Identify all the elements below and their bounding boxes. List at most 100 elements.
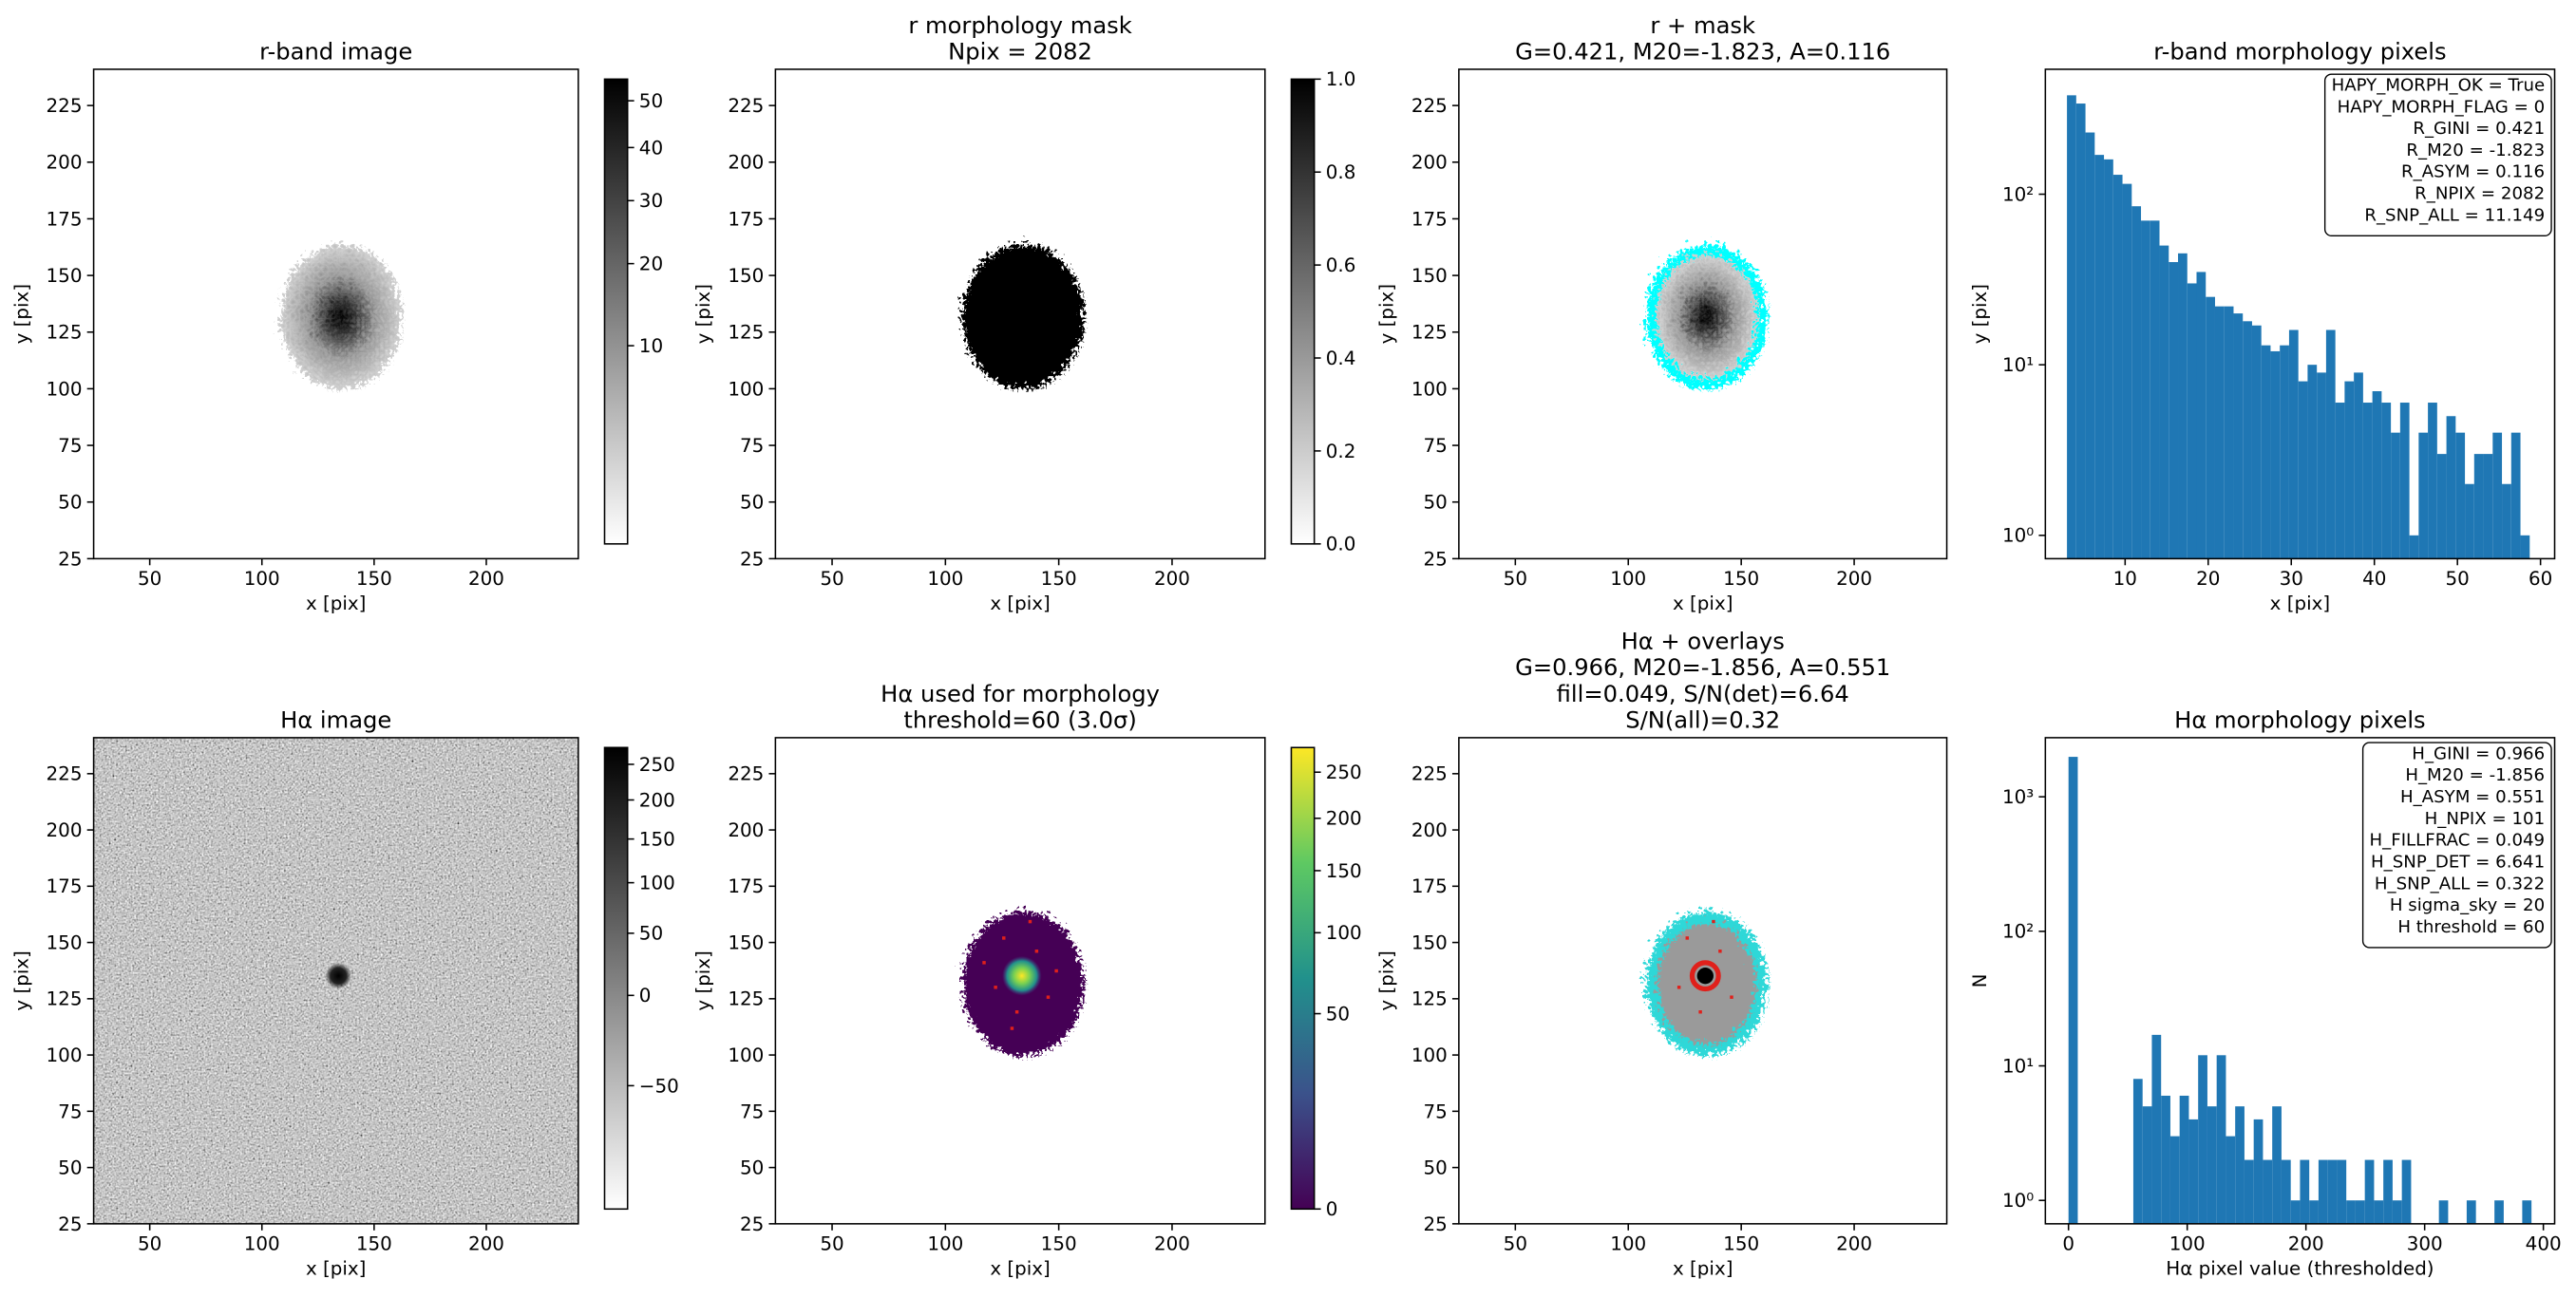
axes-frame [92,68,579,560]
y-tick-label: 175 [1411,208,1448,230]
y-tick-label: 50 [58,1157,82,1179]
bar [2280,345,2289,559]
y-tick-label: 150 [47,265,83,287]
bar [2224,306,2234,559]
bar [2288,329,2299,559]
x-axis-label: x [pix] [990,1257,1051,1279]
bar [2428,403,2437,559]
bar [2317,372,2326,559]
bar [2438,1200,2449,1224]
y-tick-label: 175 [47,875,83,897]
x-tick-label: 100 [2169,1233,2206,1255]
y-tick-label: 50 [740,492,764,514]
bar [2112,175,2123,559]
colorbar [603,78,629,545]
axes-frame [774,737,1266,1225]
mask-blob [957,239,1080,386]
x-tick-label: 100 [1610,1233,1646,1255]
bar [2263,1159,2273,1224]
y-tick-label: 100 [47,378,83,400]
bar [2196,272,2207,559]
y-tick-label: 100 [728,1044,764,1066]
annotation: H_ASYM = 0.551 [2400,787,2545,807]
colorbar-tick-label: 250 [1326,762,1362,783]
colorbar-tick-label: 0.4 [1326,348,1356,369]
bar [2309,1200,2319,1224]
bar [2298,381,2308,559]
bar [2327,1159,2338,1224]
bar [2483,454,2493,559]
annotation: HAPY_MORPH_OK = True [2332,75,2546,95]
colorbar-tick-label: 1.0 [1326,68,1356,90]
x-tick-label: 150 [356,568,392,590]
bar [2141,220,2150,559]
annotation-box [2323,73,2552,237]
bar [2344,381,2355,559]
annotation: H_GINI = 0.966 [2412,743,2545,763]
chart-title: r morphology mask [908,12,1131,39]
bar [2381,403,2392,559]
bar [2354,372,2363,559]
y-tick-label: 50 [740,1157,764,1179]
annotation-box [2361,742,2552,949]
bar [2235,1106,2245,1224]
y-tick-label: 125 [728,322,764,344]
y-tick-label: 100 [728,378,764,400]
bar [2466,1200,2476,1224]
annotation: HAPY_MORPH_FLAG = 0 [2338,97,2546,117]
chart-title: G=0.966, M20=-1.856, A=0.551 [1515,654,1890,681]
x-tick-label: 200 [468,568,504,590]
x-axis-label: x [pix] [1673,593,1733,614]
bar [2325,329,2336,559]
x-tick-label: 30 [2280,568,2303,590]
bar [2261,345,2271,559]
y-tick-label: 100 [47,1044,83,1066]
y-tick-label: 25 [58,548,82,570]
chart-title: Npix = 2082 [948,39,1092,66]
chart-title: fill=0.049, S/N(det)=6.64 [1557,681,1849,707]
y-tick-label: 100 [1411,1044,1448,1066]
bar [2179,1095,2189,1224]
bar [2473,454,2484,559]
x-tick-label: 100 [244,568,280,590]
bar [2169,262,2179,559]
annotation: R_GINI = 0.421 [2413,119,2545,139]
bar [2492,432,2503,559]
annotation: H sigma_sky = 20 [2390,895,2545,915]
y-tick-label: 75 [1423,1100,1447,1122]
y-axis-label: y [pix] [1376,950,1398,1011]
bar [2502,483,2511,559]
bar [2374,1200,2384,1224]
bar [2455,432,2466,559]
x-tick-label: 100 [927,1233,963,1255]
y-tick-label: 75 [58,435,82,457]
bar [2436,454,2447,559]
x-tick-label: 200 [2288,1233,2324,1255]
y-axis-label: N [1969,973,1991,988]
y-tick-label: 175 [1411,875,1448,897]
bar [2150,220,2160,559]
y-tick-label: 200 [1411,152,1448,174]
y-tick-label: 200 [47,819,83,841]
y-tick-label: 225 [728,763,764,785]
x-tick-label: 20 [2196,568,2220,590]
x-tick-label: 50 [820,1233,843,1255]
x-tick-label: 50 [820,568,843,590]
x-axis-label: x [pix] [2270,593,2331,614]
y-axis-label: y [pix] [10,950,32,1011]
bar [2409,535,2419,559]
x-axis-label: x [pix] [306,593,367,614]
x-axis-label: Hα pixel value (thresholded) [2166,1257,2434,1279]
halpha-pixels [982,919,1058,1030]
y-tick-label: 150 [47,932,83,954]
y-tick-label: 10¹ [2002,354,2034,376]
x-tick-label: 50 [138,1233,161,1255]
r-band-galaxy [1651,250,1753,375]
detection-overlay [1689,960,1721,992]
x-axis-label: x [pix] [1673,1257,1733,1279]
y-tick-label: 10⁰ [2002,1190,2034,1212]
x-tick-label: 50 [1504,568,1527,590]
y-axis-label: y [pix] [1376,284,1398,345]
y-tick-label: 125 [728,988,764,1010]
